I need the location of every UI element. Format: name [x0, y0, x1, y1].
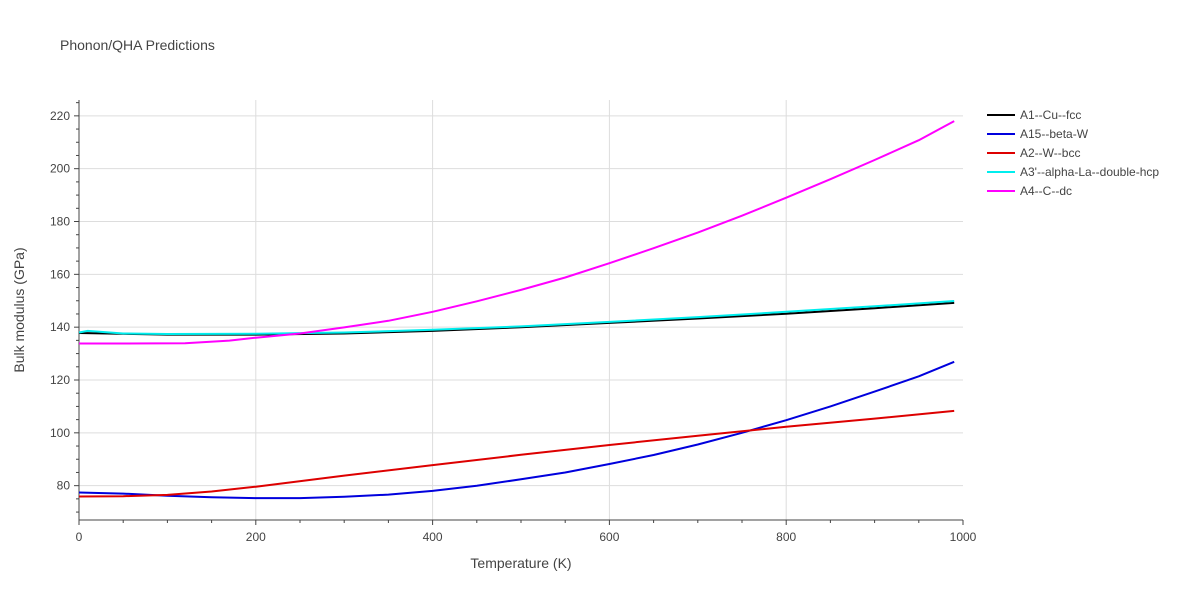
y-tick-label: 200 [50, 162, 70, 176]
y-tick-label: 120 [50, 373, 70, 387]
y-tick-label: 160 [50, 267, 70, 281]
legend-label: A3'--alpha-La--double-hcp [1020, 165, 1159, 179]
series-layer [78, 120, 955, 500]
x-tick-label: 1000 [950, 530, 977, 544]
legend: A1--Cu--fcc A15--beta-W A2--W--bcc A3'--alp… [987, 108, 1159, 198]
x-tick-label: 0 [76, 530, 83, 544]
x-axis-title: Temperature (K) [470, 555, 571, 571]
tick-layer: 80 100 120 140 160 180 200 220 0 200 400 600 800 1000 [50, 109, 977, 544]
series-line-1 [78, 360, 955, 500]
y-axis-title: Bulk modulus (GPa) [11, 247, 27, 372]
legend-label: A1--Cu--fcc [1020, 108, 1081, 122]
series-line-3 [78, 300, 955, 335]
y-tick-label: 80 [57, 479, 71, 493]
y-tick-label: 140 [50, 320, 70, 334]
legend-label: A15--beta-W [1020, 127, 1089, 141]
x-tick-label: 400 [423, 530, 443, 544]
chart-title: Phonon/QHA Predictions [60, 37, 215, 53]
y-tick-label: 180 [50, 215, 70, 229]
legend-label: A2--W--bcc [1020, 146, 1080, 160]
series-line-2 [78, 409, 955, 498]
x-tick-label: 800 [776, 530, 796, 544]
x-tick-label: 600 [599, 530, 619, 544]
series-line-4 [79, 120, 955, 345]
grid-layer [79, 100, 963, 520]
x-tick-label: 200 [246, 530, 266, 544]
series-line-0 [78, 301, 955, 336]
legend-label: A4--C--dc [1020, 184, 1072, 198]
y-tick-label: 220 [50, 109, 70, 123]
axes-layer [74, 100, 964, 525]
y-tick-label: 100 [50, 426, 70, 440]
